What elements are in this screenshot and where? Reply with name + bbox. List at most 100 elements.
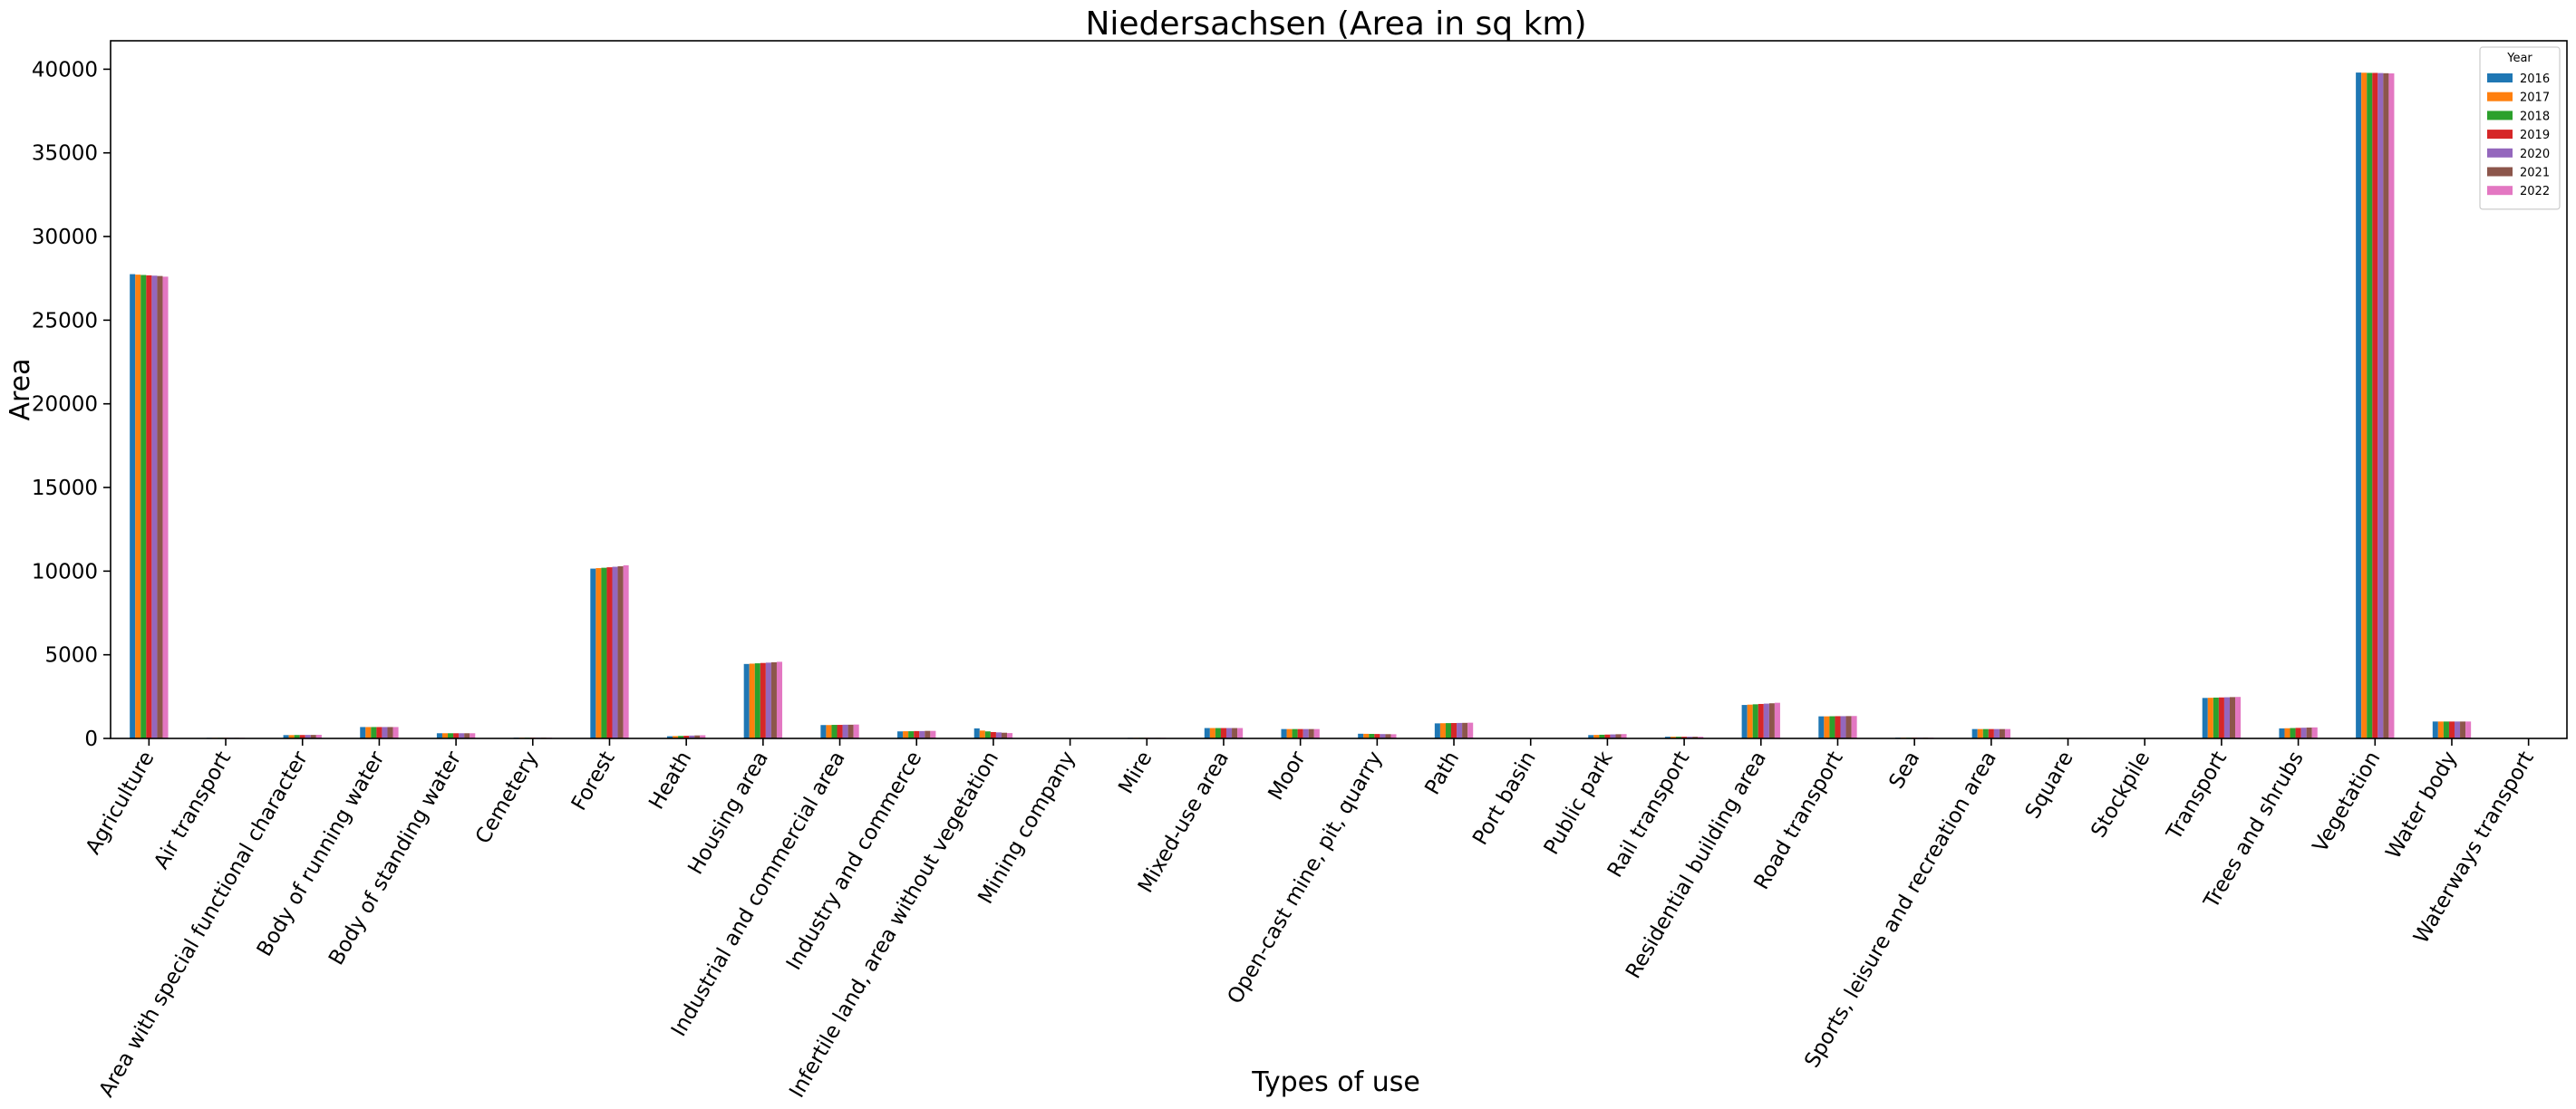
bar xyxy=(387,727,392,738)
x-tick-label: Sea xyxy=(1884,747,1924,793)
bar xyxy=(618,566,624,738)
bar xyxy=(612,567,617,738)
bar xyxy=(980,730,985,738)
bar xyxy=(2465,721,2471,738)
bar xyxy=(1221,728,1226,738)
series-2022 xyxy=(162,73,2547,738)
bar xyxy=(453,733,459,738)
bar xyxy=(1846,716,1852,738)
bar xyxy=(162,276,168,738)
bar xyxy=(2444,721,2449,738)
x-tick-label: Forest xyxy=(567,747,620,815)
y-tick-label: 30000 xyxy=(32,226,98,249)
bar xyxy=(838,725,843,738)
bar xyxy=(1226,728,1232,738)
x-tick-label: Agriculture xyxy=(82,747,160,859)
bar xyxy=(2235,697,2241,738)
bar xyxy=(2307,728,2312,738)
x-tick-label: Water body xyxy=(2382,747,2463,863)
bar xyxy=(2361,72,2367,738)
legend-title: Year xyxy=(2506,52,2532,65)
bar xyxy=(1298,729,1303,738)
series-2019 xyxy=(146,72,2531,738)
bar xyxy=(1824,717,1829,738)
bar xyxy=(1309,729,1314,738)
legend-label: 2022 xyxy=(2520,185,2550,198)
bar xyxy=(601,568,606,738)
bar xyxy=(925,731,930,738)
x-tick-label: Transport xyxy=(2162,747,2232,844)
bar xyxy=(135,275,140,738)
legend-swatch xyxy=(2487,168,2513,177)
bar xyxy=(2460,721,2465,738)
bar xyxy=(360,727,365,738)
bar xyxy=(919,731,925,738)
bar xyxy=(1753,704,1758,738)
legend-label: 2021 xyxy=(2520,167,2550,180)
bar xyxy=(1440,723,1446,738)
bar xyxy=(2005,729,2010,738)
x-tick-label: Port basin xyxy=(1468,747,1541,849)
y-tick-label: 10000 xyxy=(32,560,98,583)
bar xyxy=(1462,723,1467,738)
bar xyxy=(991,732,996,738)
bar xyxy=(777,661,782,738)
bar xyxy=(826,725,831,738)
bar xyxy=(1007,733,1012,738)
bar xyxy=(606,567,612,738)
x-axis-label: Types of use xyxy=(1251,1066,1420,1098)
bar xyxy=(897,731,903,738)
bar xyxy=(151,275,157,738)
bar xyxy=(365,727,371,738)
bar xyxy=(930,731,935,738)
bar xyxy=(470,733,475,738)
bar xyxy=(750,663,755,738)
x-tick-label: Moor xyxy=(1264,747,1312,805)
y-tick-label: 25000 xyxy=(32,309,98,333)
bar xyxy=(437,733,442,738)
bar xyxy=(624,565,629,738)
bar xyxy=(1303,729,1309,738)
x-tick-label: Cemetery xyxy=(471,747,543,848)
legend-label: 2019 xyxy=(2520,129,2550,142)
bar xyxy=(464,733,470,738)
bar xyxy=(1835,716,1840,738)
x-tick-label: Body of standing water xyxy=(324,747,467,969)
bar xyxy=(1435,723,1440,738)
y-tick-label: 35000 xyxy=(32,142,98,166)
bar xyxy=(2230,697,2235,738)
y-tick-label: 15000 xyxy=(32,477,98,500)
bar xyxy=(2438,721,2444,738)
bar xyxy=(459,733,464,738)
chart-title: Niedersachsen (Area in sq km) xyxy=(1085,5,1586,43)
bar xyxy=(820,725,826,738)
bar xyxy=(2367,72,2372,738)
bar xyxy=(771,662,777,738)
bar xyxy=(1467,723,1473,738)
x-tick-label: Rail transport xyxy=(1603,747,1694,882)
bar xyxy=(2219,698,2224,738)
bar xyxy=(2284,728,2290,738)
bar xyxy=(1210,728,1215,738)
plot-frame xyxy=(111,41,2567,738)
bar xyxy=(596,568,601,738)
bar xyxy=(2203,698,2208,738)
bar xyxy=(2312,728,2318,738)
y-axis-label: Area xyxy=(5,358,36,420)
legend-swatch xyxy=(2487,186,2513,195)
legend-label: 2017 xyxy=(2520,92,2550,105)
bar xyxy=(1818,717,1824,738)
bar xyxy=(903,731,908,738)
y-tick-label: 20000 xyxy=(32,393,98,417)
bar xyxy=(2388,73,2394,738)
bar xyxy=(1446,723,1451,738)
legend-label: 2016 xyxy=(2520,72,2550,86)
y-tick-label: 0 xyxy=(84,728,98,751)
bar xyxy=(2433,721,2438,738)
bar xyxy=(2449,721,2455,738)
bar xyxy=(744,664,750,738)
bar xyxy=(843,725,848,738)
